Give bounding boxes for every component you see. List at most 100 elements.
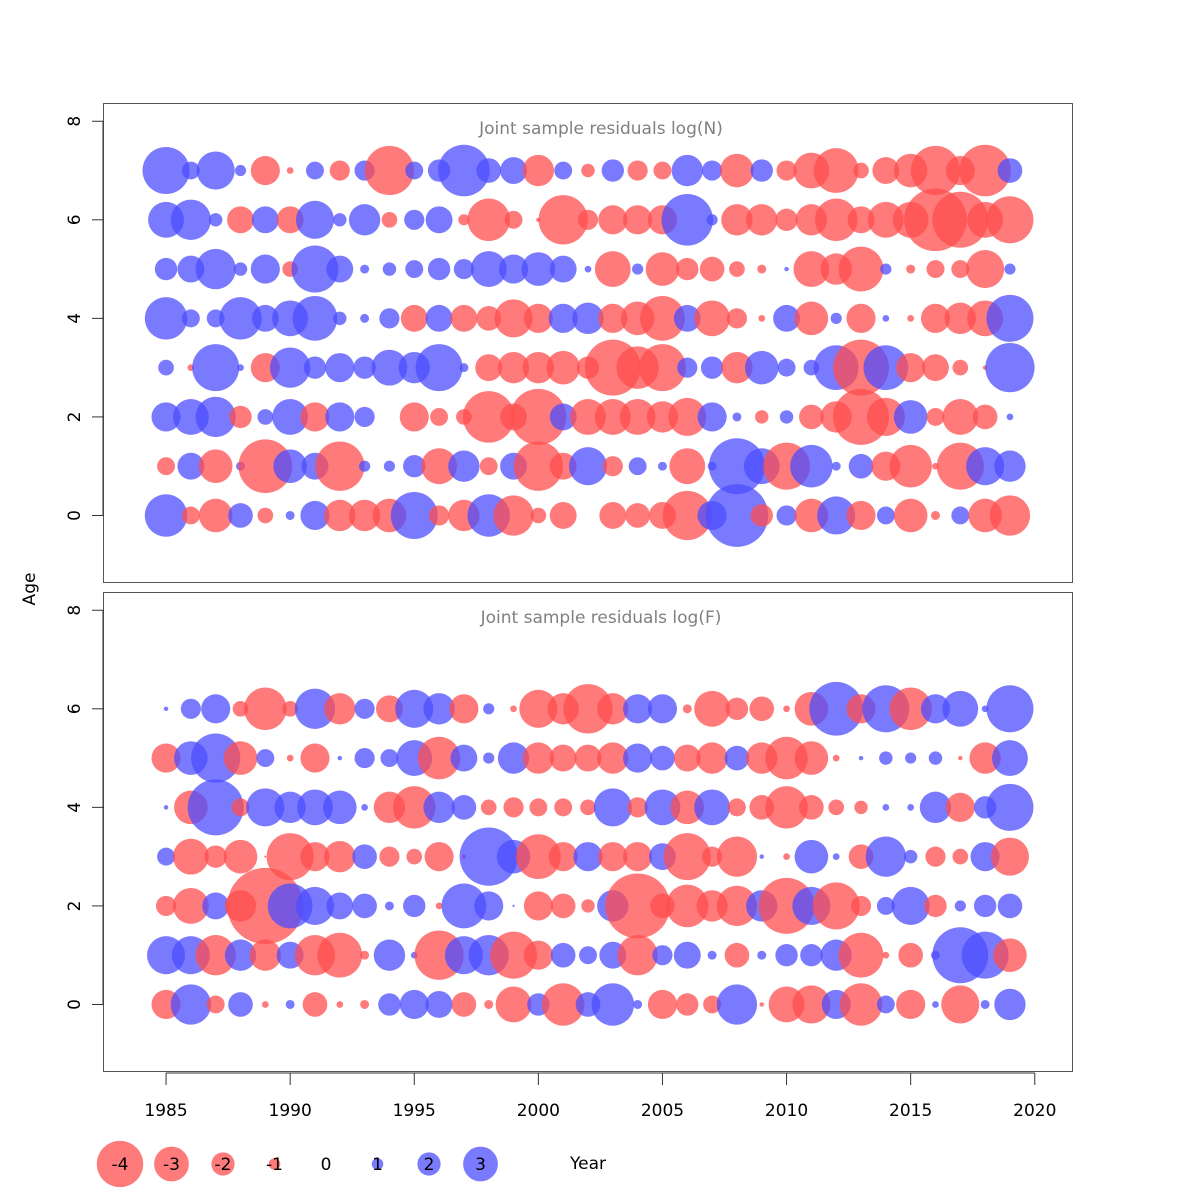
residual-bubble bbox=[702, 160, 723, 181]
panel-log-n-title: Joint sample residuals log(N) bbox=[478, 119, 723, 139]
residual-bubble bbox=[952, 848, 969, 865]
panel-log-f-y-axis: 0 2 4 6 8 bbox=[65, 605, 104, 1010]
residual-bubble bbox=[846, 500, 876, 531]
residual-bubble bbox=[294, 688, 336, 729]
residual-bubble bbox=[257, 409, 274, 425]
residual-bubble bbox=[776, 160, 797, 181]
residual-bubble bbox=[863, 345, 909, 391]
residual-bubble bbox=[360, 313, 370, 323]
residual-bubble bbox=[181, 506, 200, 525]
x-tick-label: 1985 bbox=[144, 1101, 187, 1121]
residual-bubble bbox=[231, 798, 250, 817]
residual-bubble bbox=[858, 755, 864, 761]
legend-title: Year bbox=[569, 1154, 606, 1174]
residual-bubble bbox=[192, 344, 240, 392]
residual-bubble bbox=[725, 697, 749, 721]
residual-bubble bbox=[889, 444, 932, 488]
residual-bubble bbox=[521, 252, 556, 286]
residual-bubble bbox=[324, 499, 356, 532]
residual-bubble bbox=[291, 245, 339, 293]
residual-bubble bbox=[817, 496, 856, 535]
residual-bubble bbox=[952, 359, 969, 376]
residual-bubble bbox=[196, 151, 235, 190]
residual-bubble bbox=[942, 690, 979, 727]
residual-bubble bbox=[266, 833, 314, 881]
residual-bubble bbox=[405, 161, 424, 180]
residual-bubble bbox=[195, 248, 236, 290]
residual-bubble bbox=[670, 790, 705, 825]
residual-bubble bbox=[720, 153, 754, 188]
y-tick-label: 6 bbox=[65, 703, 85, 714]
residual-bubble bbox=[142, 147, 190, 195]
residual-bubble bbox=[800, 943, 823, 967]
residual-bubble bbox=[425, 206, 453, 234]
residual-bubble bbox=[951, 506, 970, 525]
residual-bubble bbox=[326, 255, 354, 283]
residual-bubble bbox=[177, 452, 205, 480]
residual-bubble bbox=[187, 779, 244, 836]
residual-bubble bbox=[706, 214, 718, 226]
residual-bubble bbox=[324, 693, 356, 725]
residual-bubble bbox=[846, 303, 876, 333]
panel-log-f: Joint sample residuals log(F) 0 2 4 6 8 bbox=[65, 592, 1073, 1072]
residual-bubble bbox=[905, 752, 917, 764]
residual-bubble bbox=[721, 351, 753, 384]
residual-bubble bbox=[599, 502, 627, 529]
residual-bubble bbox=[404, 209, 425, 230]
residual-bubble bbox=[716, 885, 758, 927]
residual-bubble bbox=[515, 834, 561, 880]
residual-bubble bbox=[384, 901, 394, 911]
residual-bubble bbox=[453, 259, 474, 280]
residual-bubble bbox=[484, 999, 494, 1009]
residual-bubble bbox=[198, 498, 233, 533]
residual-bubble bbox=[922, 354, 949, 382]
residual-bubble bbox=[428, 505, 450, 526]
residual-bubble bbox=[336, 1001, 344, 1008]
x-tick-label: 2020 bbox=[1013, 1101, 1056, 1121]
residual-bubble bbox=[906, 264, 916, 274]
residual-bubble bbox=[157, 457, 176, 476]
residual-bubble bbox=[985, 342, 1035, 393]
y-tick-label: 4 bbox=[65, 802, 85, 813]
residual-bubble bbox=[172, 887, 209, 924]
residual-bubble bbox=[476, 158, 502, 183]
residual-bubble bbox=[493, 495, 534, 536]
residual-bubble bbox=[591, 983, 635, 1026]
residual-bubble bbox=[716, 984, 758, 1025]
residual-bubble bbox=[677, 357, 698, 378]
y-tick-label: 8 bbox=[65, 116, 85, 127]
residual-bubble bbox=[572, 302, 604, 335]
residual-bubble bbox=[652, 945, 673, 966]
residual-bubble bbox=[759, 854, 764, 859]
residual-bubble bbox=[705, 484, 769, 547]
residual-bubble bbox=[272, 398, 309, 435]
residual-bubble bbox=[850, 895, 872, 916]
residual-bubble bbox=[994, 988, 1026, 1021]
residual-bubble bbox=[329, 160, 350, 181]
residual-bubble bbox=[234, 164, 247, 177]
residual-bubble bbox=[163, 706, 169, 712]
residual-bubble bbox=[598, 842, 628, 872]
legend-label: -1 bbox=[266, 1155, 283, 1175]
y-tick-label: 2 bbox=[65, 901, 85, 912]
residual-bubble bbox=[945, 792, 975, 822]
residual-bubble bbox=[990, 837, 1029, 876]
residual-bubble bbox=[144, 494, 188, 537]
residual-bubble bbox=[903, 849, 918, 864]
y-tick-label: 0 bbox=[65, 510, 85, 521]
residual-bubble bbox=[317, 932, 363, 978]
residual-bubble bbox=[623, 842, 653, 872]
residual-bubble bbox=[828, 799, 845, 816]
residual-bubble bbox=[601, 159, 625, 182]
residual-bubble bbox=[497, 351, 530, 384]
residual-bubble bbox=[673, 941, 701, 969]
residual-bubble bbox=[359, 460, 371, 472]
residual-bubble bbox=[997, 893, 1023, 919]
residual-bubble bbox=[986, 196, 1034, 244]
residual-bubble bbox=[932, 1001, 939, 1008]
residual-bubble bbox=[380, 749, 399, 768]
residual-bubble bbox=[361, 804, 368, 811]
residual-bubble bbox=[1006, 413, 1014, 421]
residual-size-legend: -4 -3 -2 -1 0 1 2 3 bbox=[96, 1140, 498, 1188]
